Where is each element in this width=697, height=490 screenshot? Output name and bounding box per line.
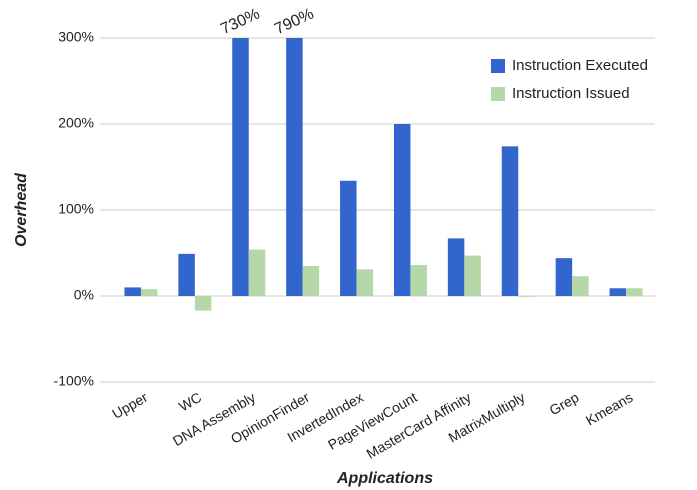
bar bbox=[178, 253, 195, 296]
legend-label: Instruction Issued bbox=[512, 85, 630, 102]
bar bbox=[140, 289, 158, 296]
bar bbox=[501, 146, 519, 296]
bar bbox=[302, 265, 320, 296]
bar bbox=[609, 288, 627, 296]
bar bbox=[124, 287, 141, 296]
x-tick-label: Kmeans bbox=[583, 389, 635, 429]
bar bbox=[248, 249, 266, 296]
bar bbox=[464, 255, 481, 296]
bar bbox=[626, 288, 643, 296]
x-tick-label: WC bbox=[176, 389, 204, 415]
bar bbox=[356, 269, 374, 296]
y-axis-title: Overhead bbox=[13, 172, 30, 247]
y-tick-label: 0% bbox=[74, 287, 94, 303]
legend-swatch bbox=[491, 87, 505, 101]
value-label: 730% bbox=[218, 5, 262, 38]
bar bbox=[555, 258, 573, 296]
bar bbox=[518, 296, 535, 297]
bar bbox=[232, 38, 249, 296]
y-tick-label: 100% bbox=[58, 201, 94, 217]
bar bbox=[447, 238, 465, 296]
x-tick-label: Grep bbox=[547, 389, 582, 419]
bar bbox=[393, 124, 411, 296]
value-label: 790% bbox=[272, 5, 316, 38]
bar bbox=[286, 38, 303, 297]
x-axis-title: Applications bbox=[336, 470, 433, 487]
y-tick-label: 200% bbox=[58, 115, 94, 131]
x-tick-label: Upper bbox=[109, 389, 150, 422]
bar bbox=[572, 276, 589, 296]
legend-label: Instruction Executed bbox=[512, 57, 648, 74]
y-tick-label: 300% bbox=[58, 29, 94, 45]
bar bbox=[340, 180, 357, 296]
bar bbox=[410, 265, 427, 296]
bar bbox=[194, 296, 212, 311]
y-tick-label: -100% bbox=[54, 373, 94, 389]
legend-swatch bbox=[491, 59, 505, 73]
